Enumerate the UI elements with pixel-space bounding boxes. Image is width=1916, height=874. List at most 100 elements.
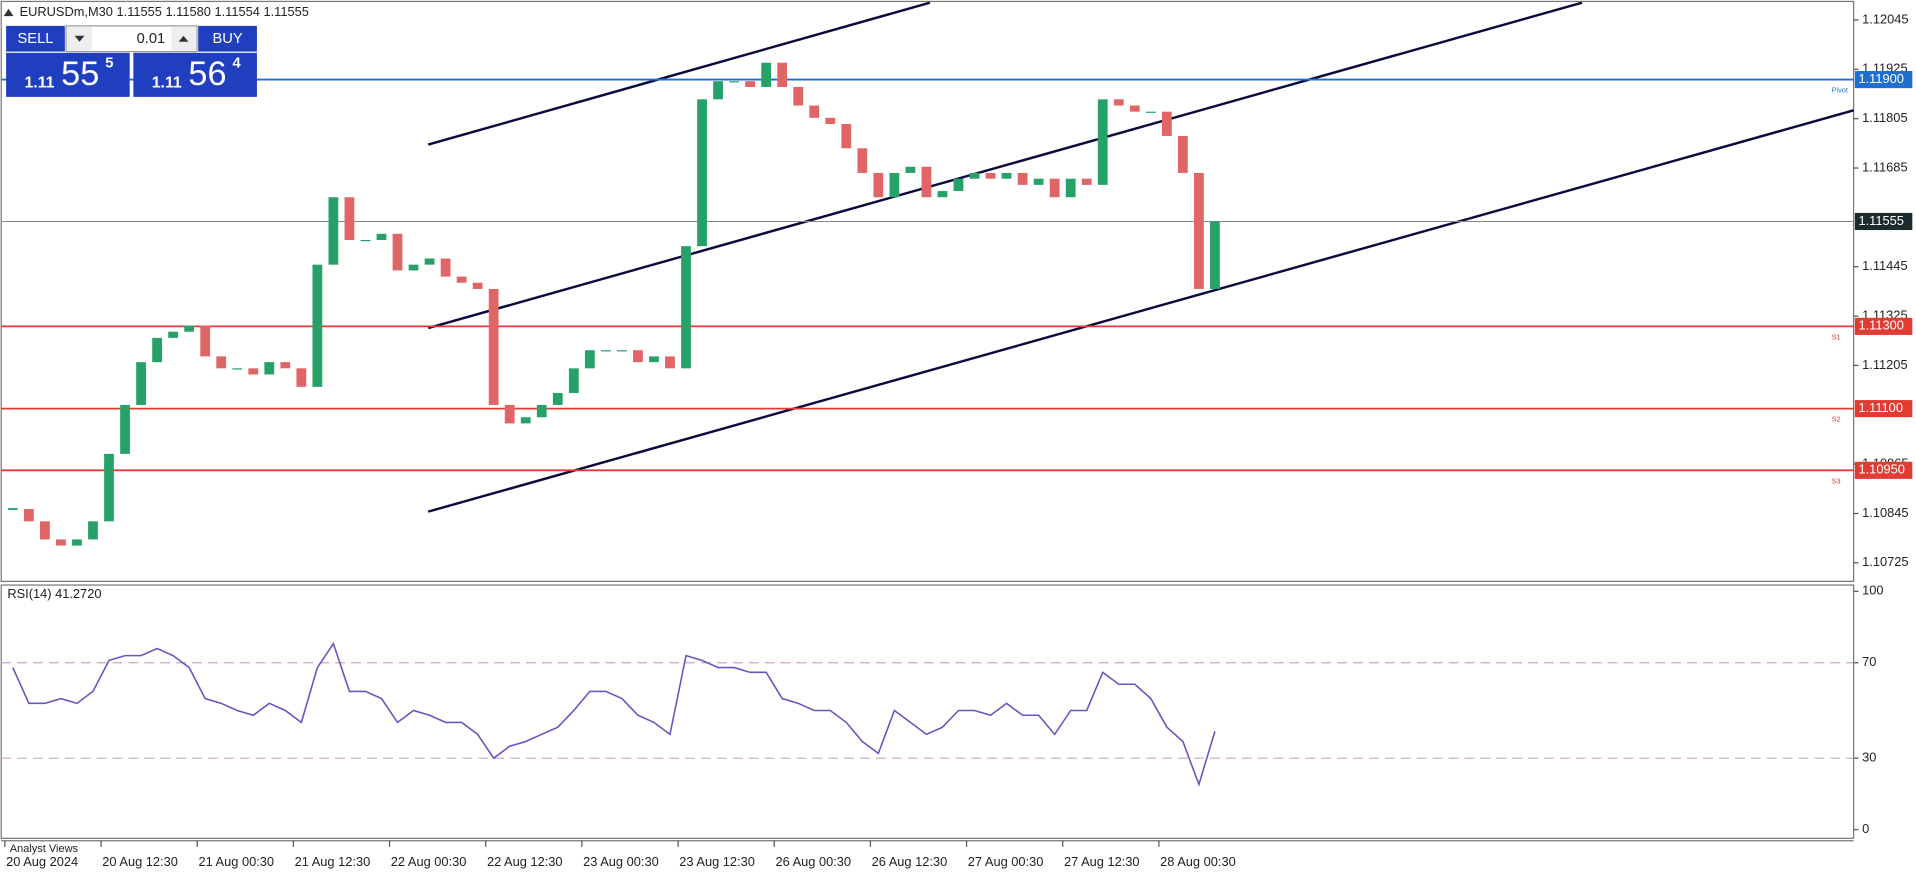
candle [440,258,451,277]
candle [793,86,804,106]
candle [1017,172,1028,185]
candle [392,233,403,271]
rsi-title: RSI(14) 41.2720 [7,586,101,601]
plot-area: 1.120451.119251.118051.116851.114451.113… [1,11,1913,869]
candle [745,81,756,87]
candle [1081,178,1092,185]
candle [681,246,691,369]
y-tick-label: 70 [1862,654,1876,669]
bid-pips: 55 [61,55,99,93]
candle [1210,221,1220,289]
candle [857,148,868,173]
candle [536,404,547,418]
candle [360,239,371,242]
candle [264,362,275,375]
candle [761,62,772,87]
buy-label: BUY [212,31,242,47]
candle [1001,172,1012,179]
volume-value: 0.01 [137,31,166,47]
candle [376,233,387,240]
candle [168,331,179,338]
candle [136,362,146,405]
ask-fraction: 4 [232,56,241,72]
y-tick-label: 1.11805 [1862,110,1907,125]
candle [617,350,627,352]
x-tick-label: 21 Aug 12:30 [295,854,371,869]
candle [104,453,114,522]
ask-pips: 56 [188,55,226,93]
ask-box[interactable] [133,52,257,97]
current-price-label: 1.11555 [1858,213,1903,228]
candle [344,197,355,240]
candle [697,99,707,247]
level-price-label: 1.11100 [1858,400,1902,415]
y-tick-label: 1.12045 [1862,11,1908,26]
x-tick-label: 22 Aug 12:30 [487,854,563,869]
level-name: Pivot [1832,86,1848,95]
candle [424,258,435,265]
candle [456,276,467,283]
x-tick-label: 20 Aug 12:30 [102,854,178,869]
y-tick-label: 1.11205 [1862,357,1907,372]
ask-big: 1.11 [152,75,182,92]
trend-line [427,1,931,146]
candle [184,325,195,332]
y-tick-label: 1.10845 [1862,505,1908,520]
candle [953,178,964,192]
level-price-box [1854,461,1913,479]
y-tick-label: 0 [1862,821,1869,836]
bid-box[interactable] [6,52,130,97]
candle [633,350,643,363]
footer-tab: Analyst Views [10,843,79,855]
candle [312,264,323,387]
candle [200,325,211,357]
y-tick-label: 30 [1862,750,1876,765]
level-price-box [1854,400,1913,418]
candle [520,417,531,424]
current-price-box [1854,212,1913,231]
collapse-icon [3,8,14,17]
sell-button[interactable] [6,25,65,52]
candle [985,172,996,179]
level-price-box [1854,317,1913,335]
trend-line [427,109,1854,513]
level-name: S2 [1832,415,1841,424]
candle [873,172,884,198]
x-tick-label: 27 Aug 12:30 [1064,854,1140,869]
candle [600,350,611,352]
candle [88,521,98,540]
candle [969,172,980,179]
candle [665,356,675,369]
candle [649,356,659,363]
candle [1129,105,1140,112]
candle [921,166,932,198]
candle [56,539,66,546]
x-tick-label: 21 Aug 00:30 [198,854,274,869]
level-name: S3 [1832,476,1841,485]
candle [328,197,339,265]
candle [777,62,788,87]
rsi-panel [0,584,1855,839]
candle [1065,178,1076,198]
candle [809,105,820,118]
x-tick-label: 28 Aug 00:30 [1160,854,1236,869]
level-name: S1 [1832,332,1841,341]
candle [825,117,836,125]
candle [40,521,50,540]
x-tick-label: 26 Aug 00:30 [775,854,851,869]
x-tick-label: 23 Aug 12:30 [679,854,755,869]
candle [1145,111,1156,113]
buy-button[interactable] [198,25,257,52]
level-price-label: 1.10950 [1858,462,1904,477]
candle [23,508,34,522]
chart-title: EURUSDm,M30 1.11555 1.11580 1.11554 1.11… [20,4,309,19]
candle [488,288,499,405]
candle [1194,172,1204,289]
candle [1113,99,1124,106]
trade-panel: SELL 0.01 BUY 1.11 55 5 1.11 56 4 [6,25,257,97]
price-panel [0,0,1855,582]
candle [729,81,739,83]
y-tick-label: 1.11685 [1862,159,1907,174]
